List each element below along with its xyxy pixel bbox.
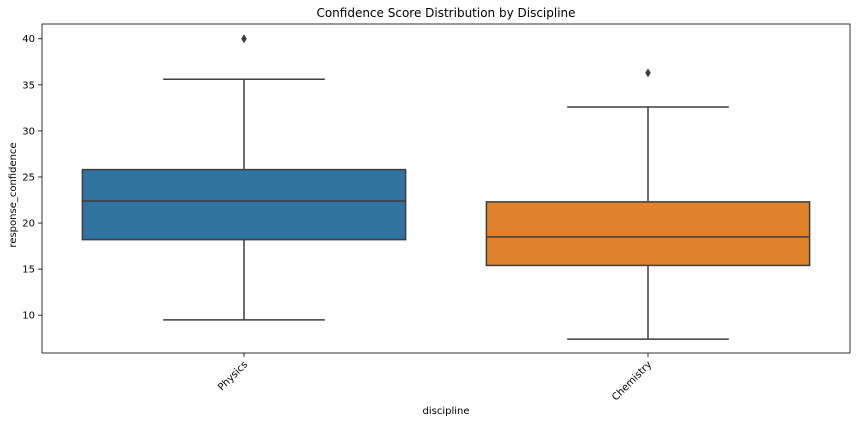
y-tick-label: 10	[22, 311, 35, 322]
x-tick-label-chemistry: Chemistry	[610, 359, 654, 403]
plot-area	[41, 23, 851, 354]
outlier-point	[241, 34, 247, 44]
plot-frame	[41, 23, 851, 354]
y-tick-label: 20	[22, 219, 35, 230]
x-tick-label-physics: Physics	[216, 359, 250, 393]
y-tick-label: 35	[22, 80, 35, 91]
y-tick-label: 40	[22, 34, 35, 45]
y-tick-label: 15	[22, 265, 35, 276]
iqr-box	[81, 168, 407, 241]
iqr-box	[485, 201, 811, 267]
y-axis: 10 15 20 25 30 35 40	[22, 34, 42, 322]
y-tick-label: 25	[22, 172, 35, 183]
box-physics	[81, 34, 407, 321]
x-axis: Physics Chemistry	[216, 353, 654, 403]
chart-title: Confidence Score Distribution by Discipl…	[316, 6, 575, 20]
y-axis-label: response_confidence	[8, 142, 19, 247]
y-tick-label: 30	[22, 126, 35, 137]
box-chemistry	[485, 68, 811, 340]
outlier-point	[645, 68, 651, 78]
x-axis-label: discipline	[422, 406, 469, 417]
